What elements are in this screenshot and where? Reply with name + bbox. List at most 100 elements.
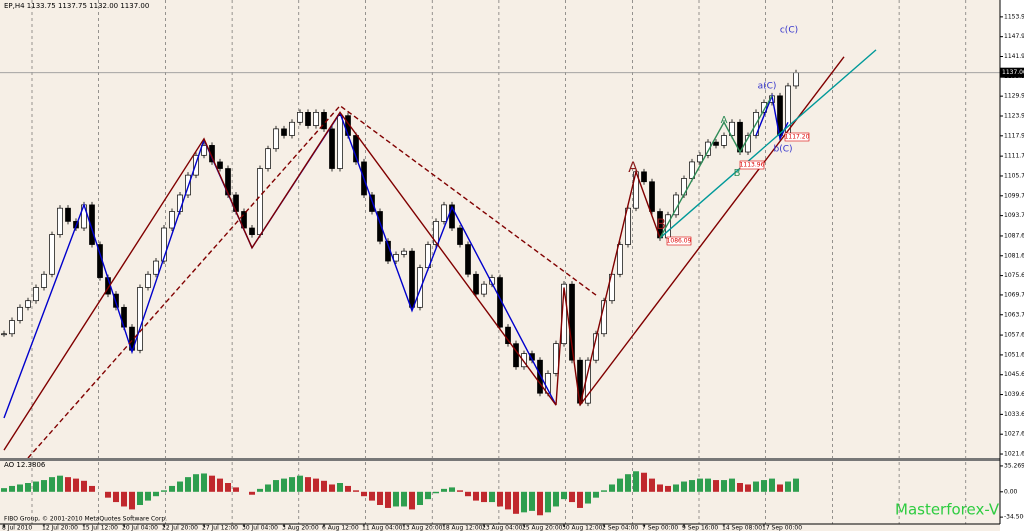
y-tick-label: 1153.90 xyxy=(1004,13,1024,20)
candle xyxy=(449,204,455,229)
candle xyxy=(513,343,519,368)
ao-bar xyxy=(665,485,671,492)
wave-label: 1117.20 xyxy=(785,134,810,141)
ao-bar xyxy=(137,491,143,506)
ao-bar xyxy=(329,484,335,492)
wave-label: c(C) xyxy=(780,26,798,36)
wave-label: A xyxy=(628,160,638,176)
x-tick-label: 18 Aug 12:00 xyxy=(442,525,483,531)
ao-bar xyxy=(177,481,183,492)
candle xyxy=(409,250,415,308)
ind-tick-label: 0.00 xyxy=(1004,488,1018,495)
indicator-label: AO 12.3806 xyxy=(4,461,46,469)
y-tick-label: 1147.90 xyxy=(1004,33,1024,40)
ao-bar xyxy=(785,481,791,492)
y-tick-label: 1039.60 xyxy=(1004,391,1024,398)
ao-bar xyxy=(337,483,343,492)
ao-bar xyxy=(217,478,223,492)
y-tick-label: 1021.60 xyxy=(1004,451,1024,458)
ao-bar xyxy=(473,491,479,501)
candle xyxy=(145,273,151,288)
wave-line xyxy=(27,104,597,459)
y-tick-label: 1027.60 xyxy=(1004,431,1024,438)
ao-bar xyxy=(593,491,599,498)
ao-bar xyxy=(161,490,167,492)
ao-bar xyxy=(257,488,263,492)
ao-bar xyxy=(289,477,295,492)
y-tick-label: 1075.60 xyxy=(1004,272,1024,279)
ao-bar xyxy=(225,483,231,492)
wave-label: a(C) xyxy=(758,82,777,92)
x-tick-label: 12 Jul 20:00 xyxy=(42,525,78,531)
ao-bar xyxy=(577,491,583,508)
ao-bar xyxy=(305,477,311,492)
ao-bar xyxy=(513,491,519,514)
ao-bar xyxy=(73,478,79,492)
ao-bar xyxy=(209,475,215,492)
candle xyxy=(33,287,39,302)
ao-bar xyxy=(169,485,175,492)
candle xyxy=(329,128,335,169)
ao-bar xyxy=(377,491,383,506)
ao-bar xyxy=(401,491,407,507)
y-tick-label: 1105.75 xyxy=(1004,172,1024,179)
wave-label: B xyxy=(656,217,666,233)
candle xyxy=(689,161,695,179)
candle xyxy=(401,250,407,255)
price-tag xyxy=(784,132,810,142)
ao-bar xyxy=(737,483,743,492)
ao-bar xyxy=(409,491,415,510)
ao-bar xyxy=(393,491,399,507)
ao-bar xyxy=(481,491,487,503)
ao-bar xyxy=(89,485,95,492)
candle xyxy=(721,135,727,146)
x-tick-label: 30 Jul 04:00 xyxy=(242,525,278,531)
ao-bar xyxy=(609,484,615,492)
y-tick-label: 1069.75 xyxy=(1004,291,1024,298)
ao-bar xyxy=(361,491,367,497)
ao-bar xyxy=(145,491,151,501)
ao-bar xyxy=(281,478,287,492)
ao-bar xyxy=(41,480,47,492)
ao-bar xyxy=(721,480,727,492)
ao-bar xyxy=(441,488,447,492)
ao-bar xyxy=(105,491,111,498)
x-tick-label: 17 Sep 00:00 xyxy=(762,525,802,531)
candle xyxy=(265,148,271,169)
candle xyxy=(161,227,167,262)
candle xyxy=(553,343,559,374)
ao-bar xyxy=(657,484,663,492)
candle xyxy=(41,273,47,288)
background xyxy=(0,0,1000,531)
candle xyxy=(761,102,767,113)
ao-bar xyxy=(17,484,23,492)
ao-bar xyxy=(201,473,207,492)
x-tick-label: 7 Sep 00:00 xyxy=(642,525,678,531)
candle xyxy=(65,207,71,222)
candle xyxy=(257,168,263,235)
copyright: FIBO Group, © 2001-2010 MetaQuotes Softw… xyxy=(4,516,167,523)
ind-tick-label: -34.506 xyxy=(1004,514,1024,521)
wave-line xyxy=(659,95,773,239)
candle xyxy=(17,306,23,321)
candle xyxy=(641,171,647,183)
candle xyxy=(313,112,319,126)
y-tick-label: 1057.60 xyxy=(1004,332,1024,339)
ao-bar xyxy=(193,474,199,492)
ao-bar xyxy=(385,491,391,508)
candle xyxy=(793,72,799,87)
ao-bar xyxy=(369,491,375,501)
candle xyxy=(9,320,15,335)
candle xyxy=(25,300,31,308)
y-tick-label: 1093.75 xyxy=(1004,212,1024,219)
candle xyxy=(569,283,575,361)
x-tick-label: 2 Sep 04:00 xyxy=(602,525,638,531)
x-tick-label: 6 Aug 12:00 xyxy=(322,525,359,531)
candle xyxy=(377,211,383,242)
ao-bar xyxy=(521,491,527,513)
ao-bar xyxy=(641,472,647,492)
y-tick-label: 1123.90 xyxy=(1004,112,1024,119)
y-tick-label: 1099.75 xyxy=(1004,192,1024,199)
candle xyxy=(49,234,55,275)
wave-line xyxy=(579,56,845,406)
